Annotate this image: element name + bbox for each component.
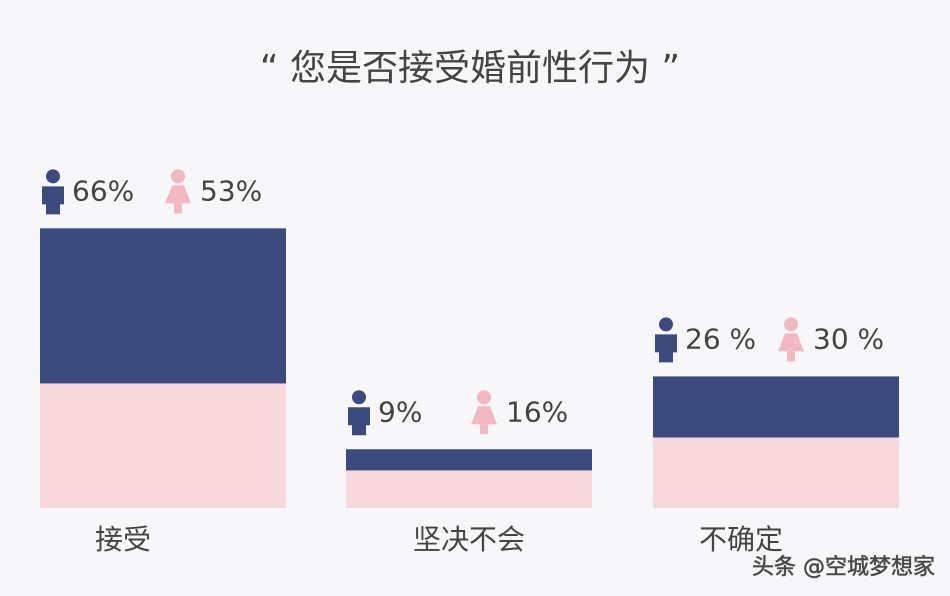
value-label: 16% <box>506 395 568 428</box>
icon-legs <box>787 351 795 362</box>
male-icon <box>42 169 64 215</box>
icon-dress <box>471 406 497 425</box>
bar-segment <box>653 376 899 438</box>
icon-legs <box>480 424 488 435</box>
chart-title: “ 您是否接受婚前性行为 ” <box>260 48 680 89</box>
icon-body <box>655 334 677 363</box>
bar-segment <box>346 449 592 471</box>
value-label: 9% <box>378 395 422 428</box>
icon-head <box>46 169 60 184</box>
icon-head <box>352 390 366 405</box>
icon-head <box>171 169 185 184</box>
bar-segment <box>40 228 286 384</box>
bar-segment <box>346 470 592 508</box>
female-icon <box>778 317 804 362</box>
value-label: 26 % <box>685 322 756 355</box>
value-label: 66% <box>72 174 134 207</box>
icon-head <box>784 317 798 332</box>
icon-head <box>659 317 673 332</box>
x-tick-label: 坚决不会 <box>413 523 525 556</box>
value-label: 30 % <box>813 322 884 355</box>
male-icon <box>348 390 370 436</box>
female-icon <box>471 390 497 435</box>
bar-segment <box>653 437 899 508</box>
icon-body <box>42 186 64 215</box>
bar-segment <box>40 383 286 508</box>
icon-dress <box>778 333 804 352</box>
male-icon <box>655 317 677 363</box>
icon-legs <box>174 203 182 214</box>
value-label: 53% <box>200 174 262 207</box>
icon-dress <box>165 185 191 204</box>
icon-body <box>348 407 370 436</box>
x-tick-label: 不确定 <box>699 523 783 556</box>
watermark: 头条 @空城梦想家 <box>752 555 935 580</box>
female-icon <box>165 169 191 214</box>
x-tick-label: 接受 <box>95 523 151 556</box>
icon-head <box>477 390 491 405</box>
